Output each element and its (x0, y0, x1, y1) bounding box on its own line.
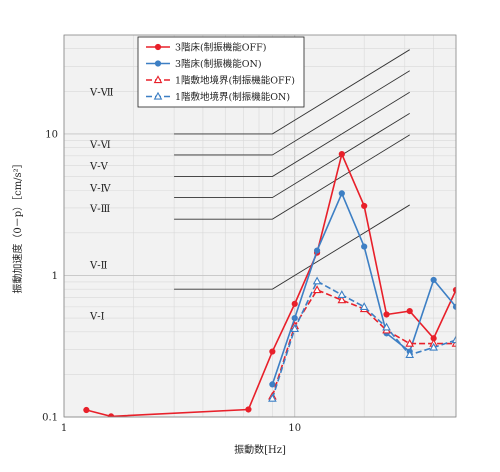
legend-label: 1階敷地境界(制振機能ON) (175, 91, 290, 103)
data-point (338, 151, 345, 158)
data-point (405, 338, 415, 347)
criteria-lines: V‐Ⅶ V‐Ⅵ V‐Ⅴ V‐Ⅳ V‐Ⅲ V‐Ⅱ V‐Ⅰ (89, 49, 410, 323)
legend-marker (154, 60, 162, 67)
legend-box (137, 36, 305, 108)
zone-label: V‐Ⅴ (89, 161, 109, 172)
zone-label: V‐Ⅵ (89, 140, 111, 151)
zone-label: V‐Ⅲ (89, 204, 111, 215)
series-line (271, 280, 456, 399)
data-point (382, 322, 391, 331)
series-line (86, 151, 456, 417)
data-point (338, 190, 345, 197)
data-point (337, 290, 347, 298)
criteria-line (174, 91, 410, 177)
data-point (269, 381, 276, 388)
zone-label: V‐Ⅱ (89, 260, 108, 271)
legend-marker (154, 43, 162, 51)
data-point (337, 295, 347, 304)
x-tick-label: 1 (61, 423, 67, 434)
zone-label: V‐Ⅳ (89, 183, 112, 194)
data-point (269, 348, 276, 355)
data-point (291, 300, 298, 307)
criteria-line (174, 70, 410, 156)
data-point (406, 308, 413, 315)
data-point (359, 302, 369, 311)
data-point (312, 276, 322, 285)
data-point (312, 285, 322, 294)
data-point (107, 413, 115, 417)
data-point (451, 335, 456, 344)
data-point (290, 324, 300, 332)
series-group (83, 151, 456, 417)
y-tick-label: 0.1 (42, 413, 58, 424)
y-axis-label: 振動加速度（0－p）［cm/s²］ (11, 158, 24, 293)
x-axis-label: 振動数[Hz] (234, 443, 286, 456)
series-layer (83, 151, 456, 417)
plot-frame (63, 34, 457, 418)
x-tick-label: 10 (288, 423, 301, 434)
zone-label: V‐Ⅶ (89, 87, 114, 98)
data-point (405, 350, 415, 358)
criteria-line (174, 204, 410, 290)
data-point (245, 406, 252, 413)
criteria-line (174, 134, 410, 220)
legend-label: 3階床(制振機能ON) (175, 58, 262, 70)
data-point (361, 202, 368, 210)
data-point (83, 406, 90, 414)
legend-label: 1階敷地境界(制振機能OFF) (175, 75, 295, 87)
data-point (430, 276, 437, 284)
y-tick-label: 1 (52, 271, 58, 282)
series (268, 276, 456, 402)
data-point (429, 342, 438, 351)
y-tick-label: 10 (45, 129, 58, 140)
criteria-line (174, 112, 410, 199)
data-point (268, 393, 277, 402)
legend: 3階床(制振機能OFF) 3階床(制振機能ON) 1階敷地境界(制振機能OFF) 1階… (137, 36, 305, 108)
legend-label: 3階床(制振機能OFF) (175, 42, 266, 54)
data-point (291, 314, 298, 322)
legend-marker (153, 91, 163, 100)
criteria-line (174, 49, 410, 135)
legend-marker (153, 75, 163, 84)
data-point (383, 311, 390, 318)
data-point (313, 247, 321, 254)
data-point (361, 243, 368, 250)
zone-label: V‐Ⅰ (89, 312, 105, 323)
series (83, 151, 456, 417)
